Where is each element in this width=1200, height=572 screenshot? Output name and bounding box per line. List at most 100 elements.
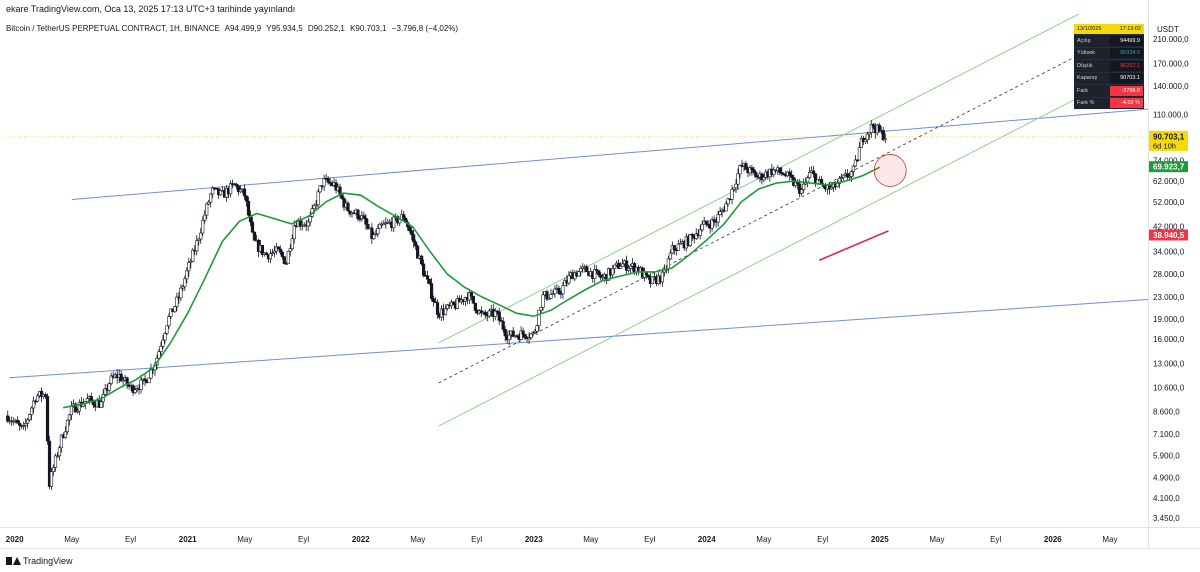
candle-up (553, 288, 557, 295)
candle-up (567, 275, 571, 284)
candle-up (837, 177, 842, 184)
candle-down (501, 321, 505, 330)
candle-up (292, 225, 296, 240)
candle-down (16, 419, 20, 424)
candle-up (318, 185, 322, 193)
candle-down (125, 377, 129, 386)
candle-down (370, 227, 374, 239)
candle-up (698, 229, 702, 236)
tradingview-label: TradingView (23, 556, 73, 566)
candle-down (855, 159, 859, 162)
candle-up (734, 183, 738, 189)
time-tick-label: Eyl (990, 535, 1001, 544)
time-tick-label: May (410, 535, 425, 544)
candle-down (6, 415, 10, 422)
candle-up (53, 455, 58, 468)
candle-down (47, 440, 52, 487)
candle-up (869, 123, 873, 133)
candle-up (857, 147, 861, 161)
red-price-label-text: 38.940,5 (1153, 231, 1185, 240)
candle-down (264, 252, 269, 256)
candle-up (228, 183, 233, 195)
time-tick-label: May (756, 535, 771, 544)
candle-up (732, 187, 736, 190)
candle-up (547, 297, 551, 300)
tradingview-logo[interactable]: TradingView (6, 556, 73, 566)
candle-up (107, 383, 111, 391)
price-tick-label: 8.600,0 (1153, 408, 1180, 417)
candle-down (778, 167, 782, 173)
candle-up (205, 203, 209, 216)
candle-up (272, 250, 276, 254)
ohlc-row-open: Açılış 94499.9 (1074, 34, 1144, 47)
last-price-label-text: 90.703,1 (1153, 132, 1185, 141)
candle-up (219, 190, 223, 196)
candle-up (549, 294, 553, 299)
candle-up (322, 178, 326, 187)
candle-up (103, 388, 107, 395)
price-tick-label: 34.000,0 (1153, 247, 1185, 256)
time-tick-label: 2024 (698, 535, 716, 544)
candle-down (451, 301, 456, 305)
candle-up (851, 165, 856, 172)
candle-up (203, 214, 207, 221)
candle-down (246, 201, 251, 216)
candles-group (6, 120, 887, 491)
last-price-label-bg (1149, 130, 1188, 151)
candle-down (18, 422, 22, 426)
time-tick-label: May (64, 535, 79, 544)
channel-mid-dashed-line (438, 50, 1088, 384)
candle-down (557, 287, 561, 294)
candle-up (286, 250, 290, 264)
candle-up (65, 419, 70, 433)
candle-up (748, 167, 752, 174)
candle-down (597, 270, 601, 276)
close-value: K90.703,1 (350, 24, 387, 33)
candle-up (593, 269, 597, 279)
candle-up (730, 188, 734, 200)
candle-up (167, 316, 171, 327)
time-tick-label: 2022 (352, 535, 370, 544)
candle-up (31, 400, 36, 409)
candle-up (883, 138, 887, 141)
candle-down (420, 255, 424, 265)
candle-up (197, 238, 201, 241)
candle-up (694, 233, 698, 239)
symbol-name[interactable]: Bitcoin / TetherUS PERPETUAL CONTRACT, 1… (6, 24, 220, 33)
candle-down (845, 173, 850, 178)
candle-up (77, 401, 81, 412)
candle-down (499, 320, 503, 322)
candle-up (611, 268, 615, 276)
plot-area (6, 14, 1148, 491)
candle-up (443, 308, 448, 315)
candle-up (529, 333, 533, 338)
price-tick-label: 7.100,0 (1153, 430, 1180, 439)
candle-up (660, 271, 664, 283)
candle-up (133, 389, 137, 393)
candle-down (690, 234, 694, 236)
last-price-label-countdown: 6d 10h (1153, 141, 1176, 150)
candle-down (356, 209, 360, 219)
candle-down (416, 245, 420, 259)
candle-up (139, 379, 143, 390)
candle-up (626, 268, 631, 271)
candle-down (881, 130, 885, 141)
candle-up (738, 165, 742, 175)
candle-up (55, 455, 60, 458)
candle-up (724, 203, 728, 212)
candle-down (617, 262, 621, 269)
candle-down (511, 330, 515, 337)
candle-up (668, 252, 672, 260)
price-tick-label: 74.000,0 (1153, 157, 1185, 166)
time-tick-label: May (583, 535, 598, 544)
ma-price-label-text: 69.923,7 (1153, 163, 1185, 172)
candle-down (143, 378, 147, 382)
candle-up (209, 193, 213, 203)
candle-down (119, 373, 123, 382)
candle-up (865, 133, 869, 141)
candle-up (535, 325, 539, 332)
candle-up (847, 176, 852, 178)
candle-up (147, 377, 151, 384)
candle-up (579, 268, 583, 272)
